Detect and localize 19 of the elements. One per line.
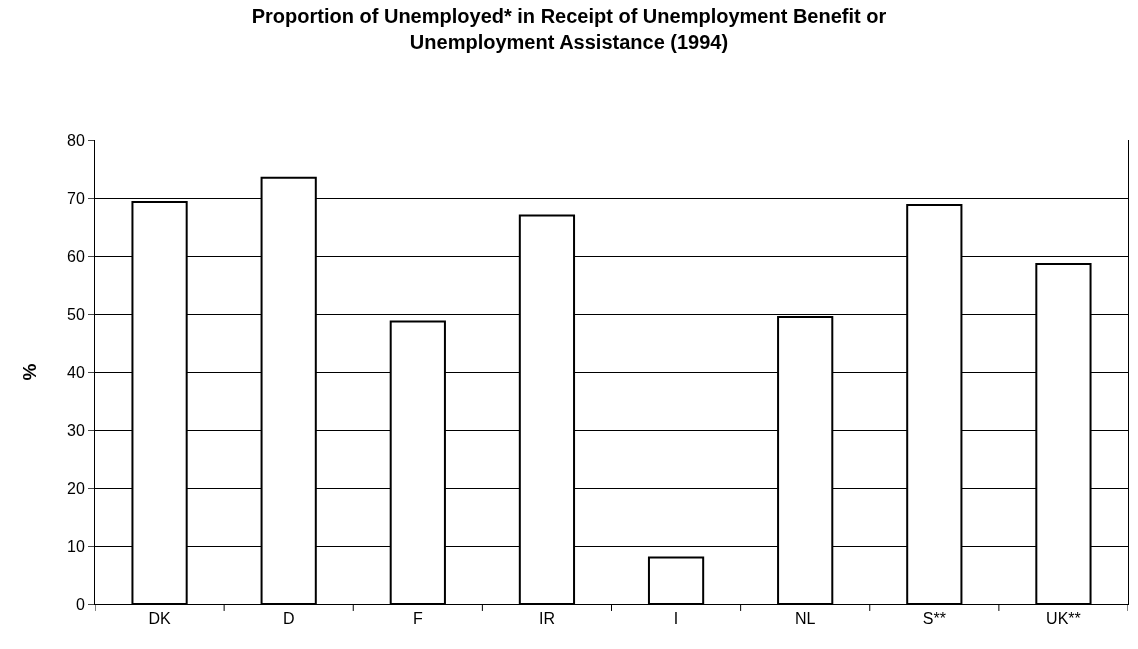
y-tick-label: 70: [67, 189, 85, 207]
y-tick-label: 10: [67, 537, 85, 555]
y-tick-label: 30: [67, 421, 85, 439]
y-axis-title: %: [18, 363, 40, 381]
x-tick-label: S**: [922, 610, 946, 628]
y-tick-label: 50: [67, 305, 85, 323]
x-tick-label: NL: [794, 610, 816, 628]
x-tick-label: I: [673, 610, 679, 628]
x-tick-label: UK**: [1046, 610, 1081, 628]
y-tick-label: 80: [67, 131, 85, 149]
x-tick-label: F: [412, 610, 423, 628]
y-tick-label: 60: [67, 247, 85, 265]
y-tick-label: 20: [67, 479, 85, 497]
y-tick-label: 40: [67, 363, 85, 381]
x-tick-label: DK: [148, 610, 171, 628]
x-tick-label: IR: [538, 610, 555, 628]
chart-title: Proportion of Unemployed* in Receipt of Unemployment Benefit or Unemployment Assistance (1994): [251, 4, 887, 53]
x-tick-label: D: [282, 610, 295, 628]
y-tick-label: 0: [75, 595, 85, 613]
